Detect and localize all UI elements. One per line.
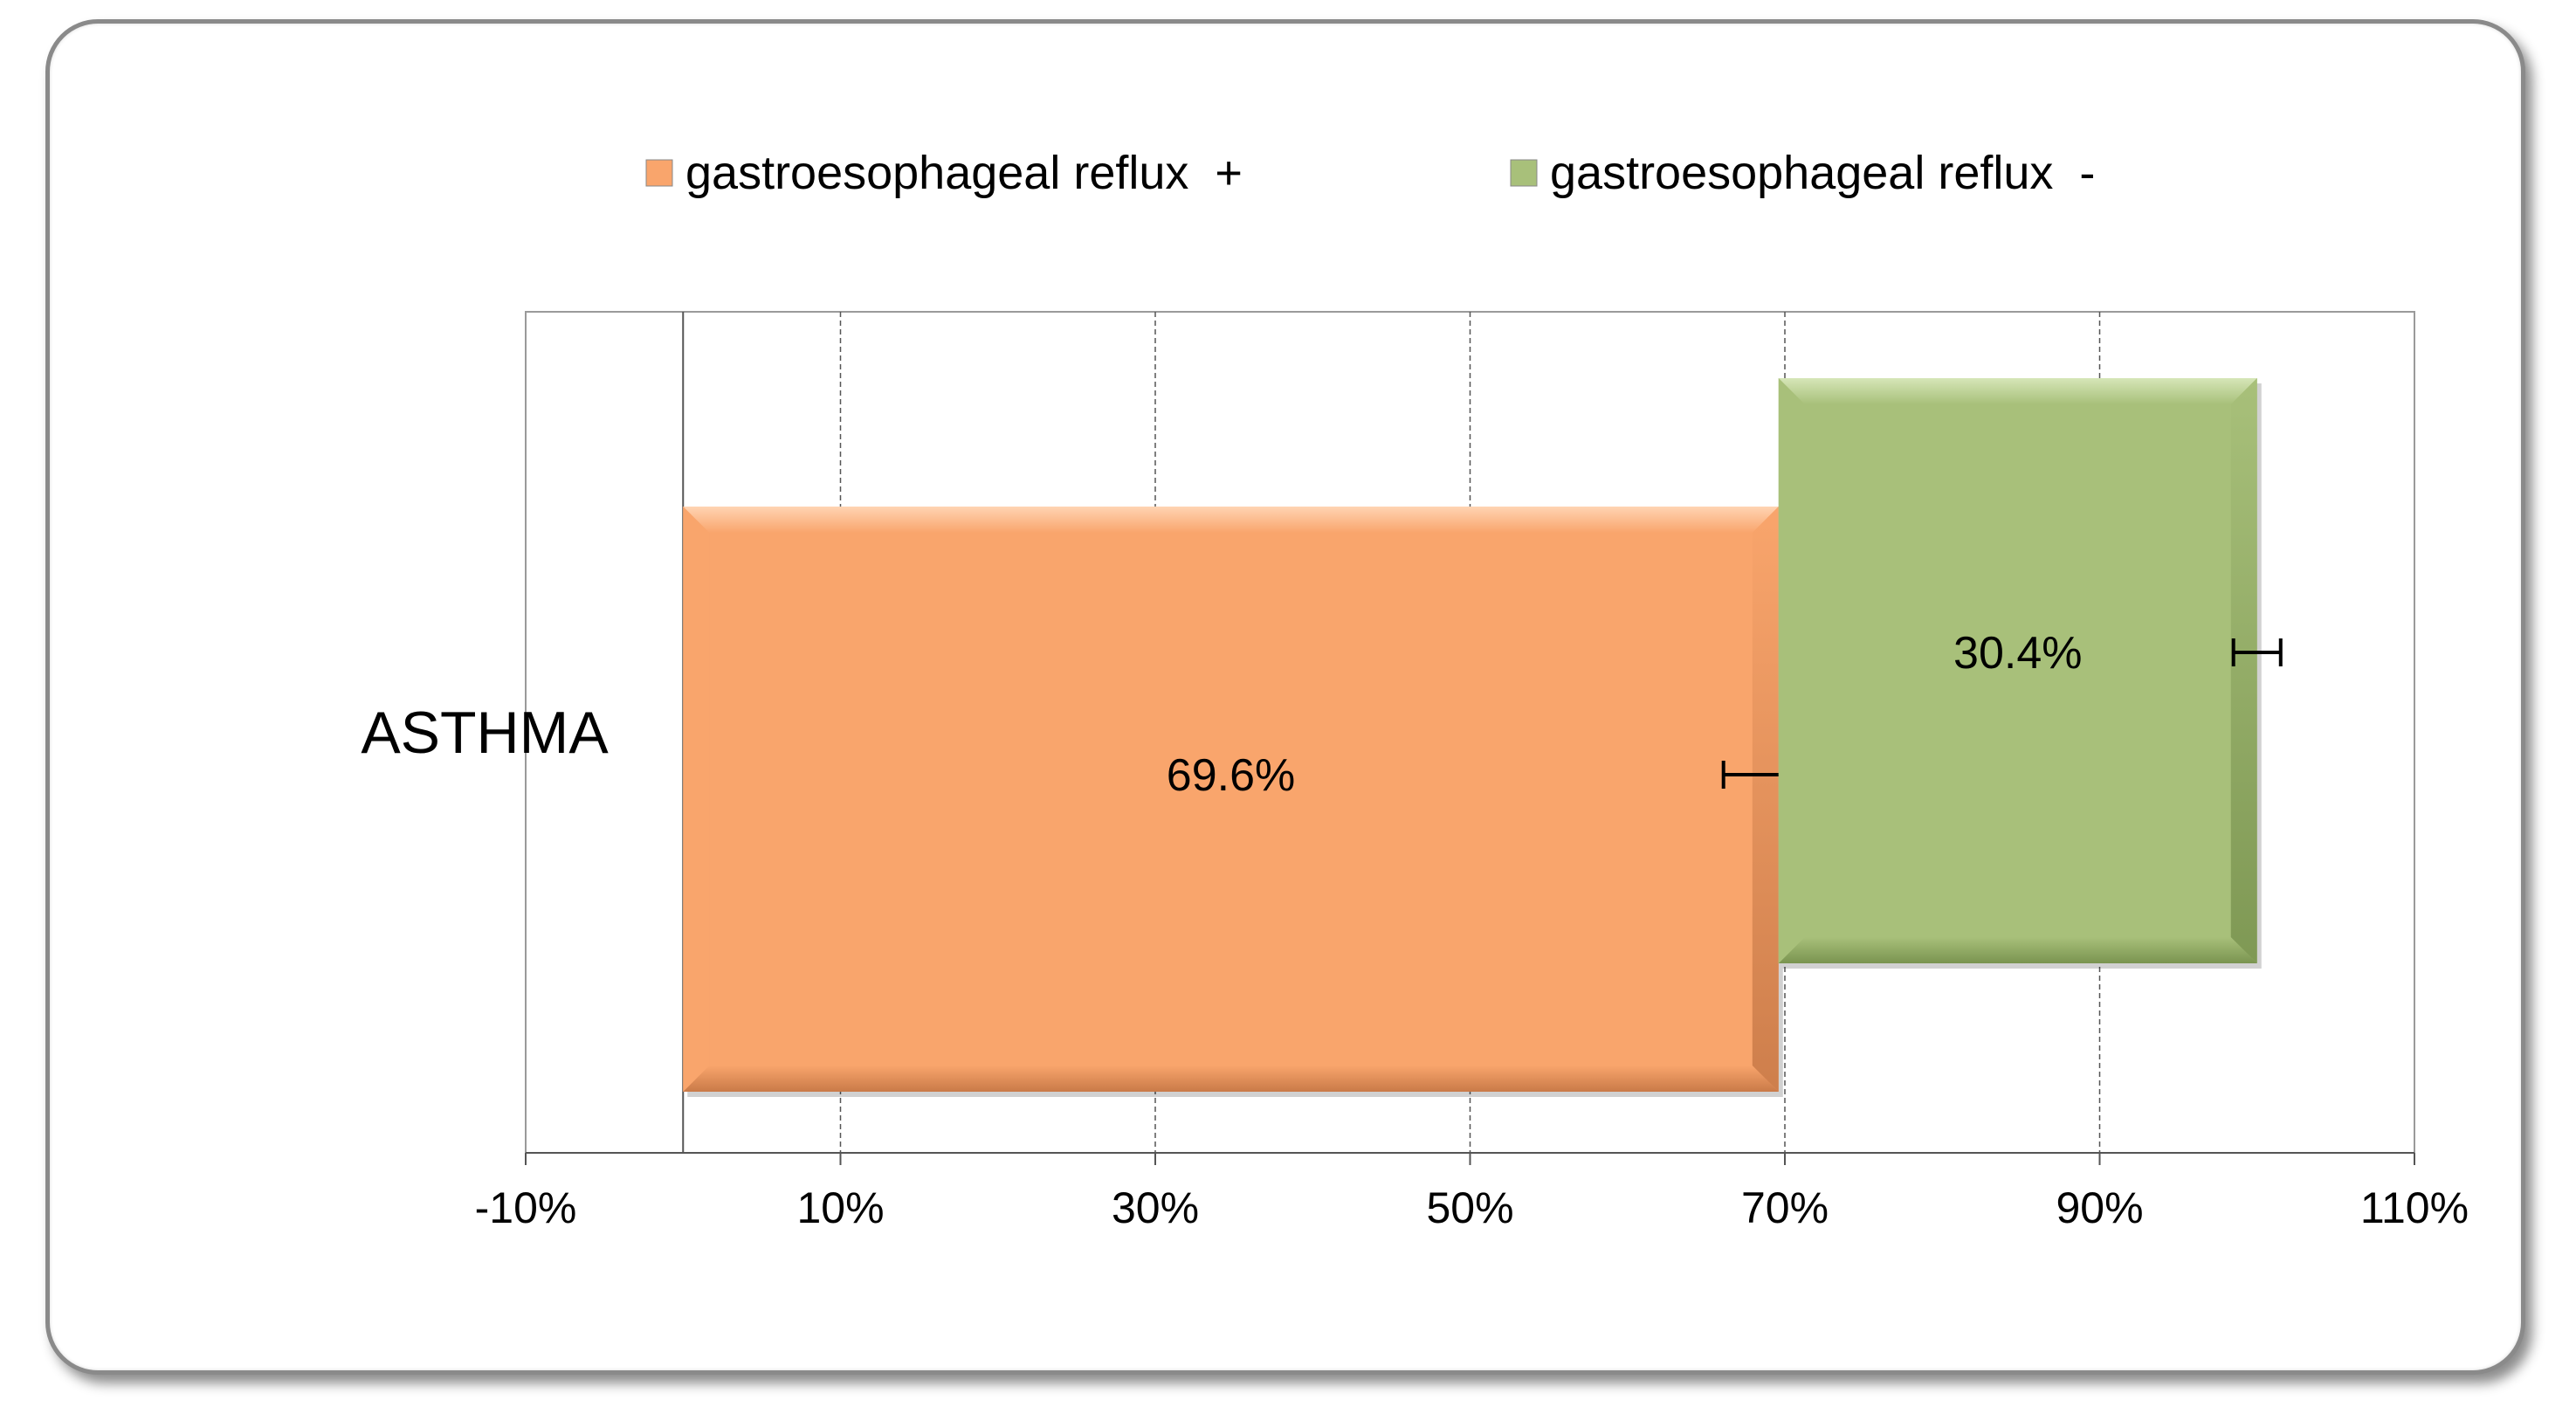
x-tick-label: 30% (1112, 1183, 1199, 1232)
x-tick-label: 110% (2360, 1183, 2469, 1232)
legend-label: gastroesophageal reflux + (685, 147, 1243, 199)
bar-reflux-positive (683, 507, 1783, 1097)
legend-label: gastroesophageal reflux - (1550, 147, 2095, 199)
x-tick-label: 70% (1741, 1183, 1829, 1232)
x-tick-label: 10% (796, 1183, 884, 1232)
error-bar (2231, 638, 2283, 666)
legend: gastroesophageal reflux + gastroesophagea… (645, 147, 2095, 199)
x-tick-label: -10% (475, 1183, 577, 1232)
x-tick-label: 50% (1426, 1183, 1513, 1232)
legend-item: gastroesophageal reflux - (1510, 147, 2095, 199)
data-label: 30.4% (1953, 628, 2082, 679)
legend-item: gastroesophageal reflux + (645, 147, 1243, 199)
bar-reflux-negative (1778, 378, 2262, 969)
x-tick-label: 90% (2056, 1183, 2143, 1232)
category-label: ASTHMA (361, 700, 609, 766)
legend-swatch (1510, 159, 1538, 187)
data-label: 69.6% (1167, 750, 1295, 801)
bars (683, 378, 2283, 1097)
legend-swatch (645, 159, 673, 187)
labels: -10% 10% 30% 50% 70% 90% 110% 69.6% 30.4% ASTHMA (361, 628, 2469, 1232)
